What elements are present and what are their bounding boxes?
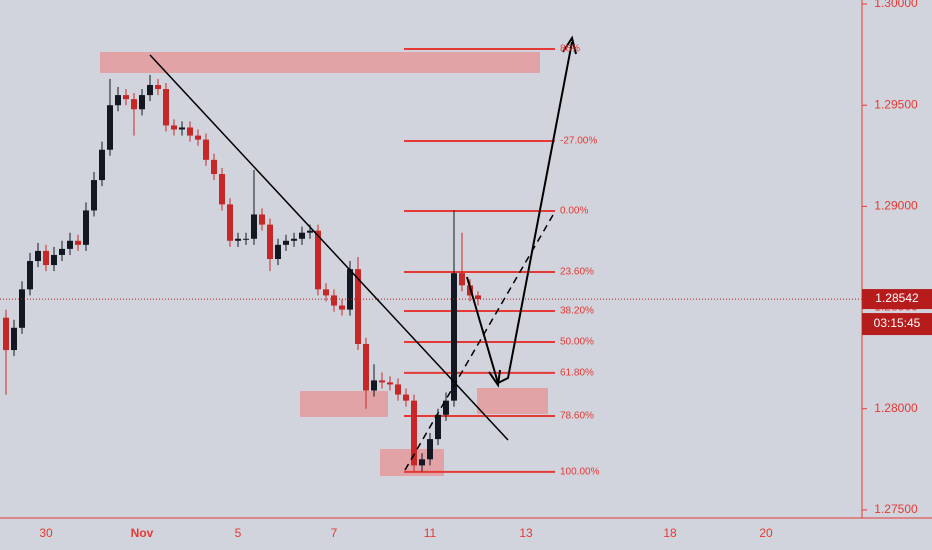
candle-body	[419, 459, 425, 466]
countdown-label: 03:15:45	[874, 316, 921, 330]
x-tick-label: 30	[39, 526, 53, 540]
last-price-box	[862, 289, 932, 310]
arrow-head	[562, 35, 577, 55]
candle-body	[427, 439, 433, 460]
fib-label: -27.00%	[560, 136, 597, 147]
candle-body	[43, 250, 49, 266]
fib-label: 78.60%	[560, 411, 594, 422]
candle-body	[307, 230, 313, 233]
fib-label: 86%	[560, 44, 580, 55]
candle-body	[347, 269, 353, 310]
plot	[0, 47, 862, 473]
y-tick-label: 1.29000	[874, 199, 918, 213]
trend-line	[149, 54, 509, 441]
fib-label: 50.00%	[560, 337, 594, 348]
candle-body	[75, 240, 81, 245]
candle-body	[211, 159, 217, 175]
x-tick-label: 18	[663, 526, 677, 540]
candle-body	[163, 89, 169, 126]
candle-body	[203, 139, 209, 160]
y-tick-label: 1.30000	[874, 0, 918, 10]
supply-zone	[100, 52, 540, 73]
last-price-label: 1.28542	[875, 291, 919, 305]
candle-body	[227, 204, 233, 241]
candle-body	[59, 248, 65, 255]
candle-body	[339, 305, 345, 310]
dashed-trend-line	[404, 214, 554, 471]
y-tick-label: 1.29500	[874, 97, 918, 111]
candle-body	[259, 214, 265, 225]
fib-label: 61.80%	[560, 368, 594, 379]
candle-body	[99, 149, 105, 181]
candle-body	[131, 99, 137, 110]
fib-label: 38.20%	[560, 306, 594, 317]
candle-body	[187, 127, 193, 136]
candle-body	[155, 84, 161, 90]
candle-body	[379, 380, 385, 383]
candle-body	[243, 238, 249, 240]
candle-body	[275, 244, 281, 259]
drawings	[149, 35, 577, 471]
candle-body	[371, 380, 377, 391]
candle-body	[363, 343, 369, 391]
candle-body	[443, 400, 449, 415]
candle-body	[395, 384, 401, 395]
candle-body	[411, 400, 417, 466]
candle-body	[403, 394, 409, 401]
candle-body	[91, 180, 97, 211]
candle-body	[235, 238, 241, 241]
candle-body	[267, 224, 273, 259]
candle-body	[51, 254, 57, 266]
countdown-box	[862, 313, 932, 336]
candle-body	[27, 261, 33, 290]
candle-body	[315, 230, 321, 290]
x-tick-label: 7	[331, 526, 338, 540]
candle-body	[283, 240, 289, 245]
fib-label: 0.00%	[560, 206, 588, 217]
fib-label: 100.00%	[560, 467, 600, 478]
candle-body	[251, 214, 257, 239]
candle-body	[139, 95, 145, 110]
candle-body	[291, 238, 297, 241]
candle-body	[83, 210, 89, 245]
candle-body	[171, 125, 177, 130]
x-tick-label: Nov	[131, 526, 154, 540]
candle-body	[11, 327, 17, 351]
x-tick-label: 11	[424, 526, 437, 540]
candle-body	[123, 95, 129, 100]
candle-body	[195, 135, 201, 140]
candle-body	[35, 250, 41, 262]
x-tick-label: 13	[519, 526, 533, 540]
x-tick-label: 5	[235, 526, 242, 540]
y-tick-label: 1.28000	[874, 401, 918, 415]
candle-body	[107, 105, 113, 150]
candle-body	[475, 295, 481, 300]
target-zone	[477, 388, 548, 414]
candle-body	[115, 95, 121, 106]
candle-body	[299, 232, 305, 239]
candle-body	[219, 174, 225, 205]
candle-body	[451, 273, 457, 401]
candle-body	[387, 382, 393, 385]
fib-label: 23.60%	[560, 267, 594, 278]
y-tick-label: 1.27500	[874, 502, 918, 516]
candle-body	[67, 240, 73, 249]
candle-body	[179, 127, 185, 130]
x-tick-label: 20	[759, 526, 773, 540]
candle-body	[459, 273, 465, 286]
zones	[100, 52, 548, 476]
candle-body	[19, 289, 25, 328]
projection-arrow	[466, 41, 573, 385]
candle-body	[147, 84, 153, 96]
arrow-head	[488, 369, 501, 388]
candle-body	[3, 317, 9, 351]
candle-body	[355, 269, 361, 344]
candle-body	[323, 289, 329, 296]
candle-body	[435, 414, 441, 440]
candle-body	[331, 295, 337, 306]
demand-zone	[300, 391, 388, 417]
